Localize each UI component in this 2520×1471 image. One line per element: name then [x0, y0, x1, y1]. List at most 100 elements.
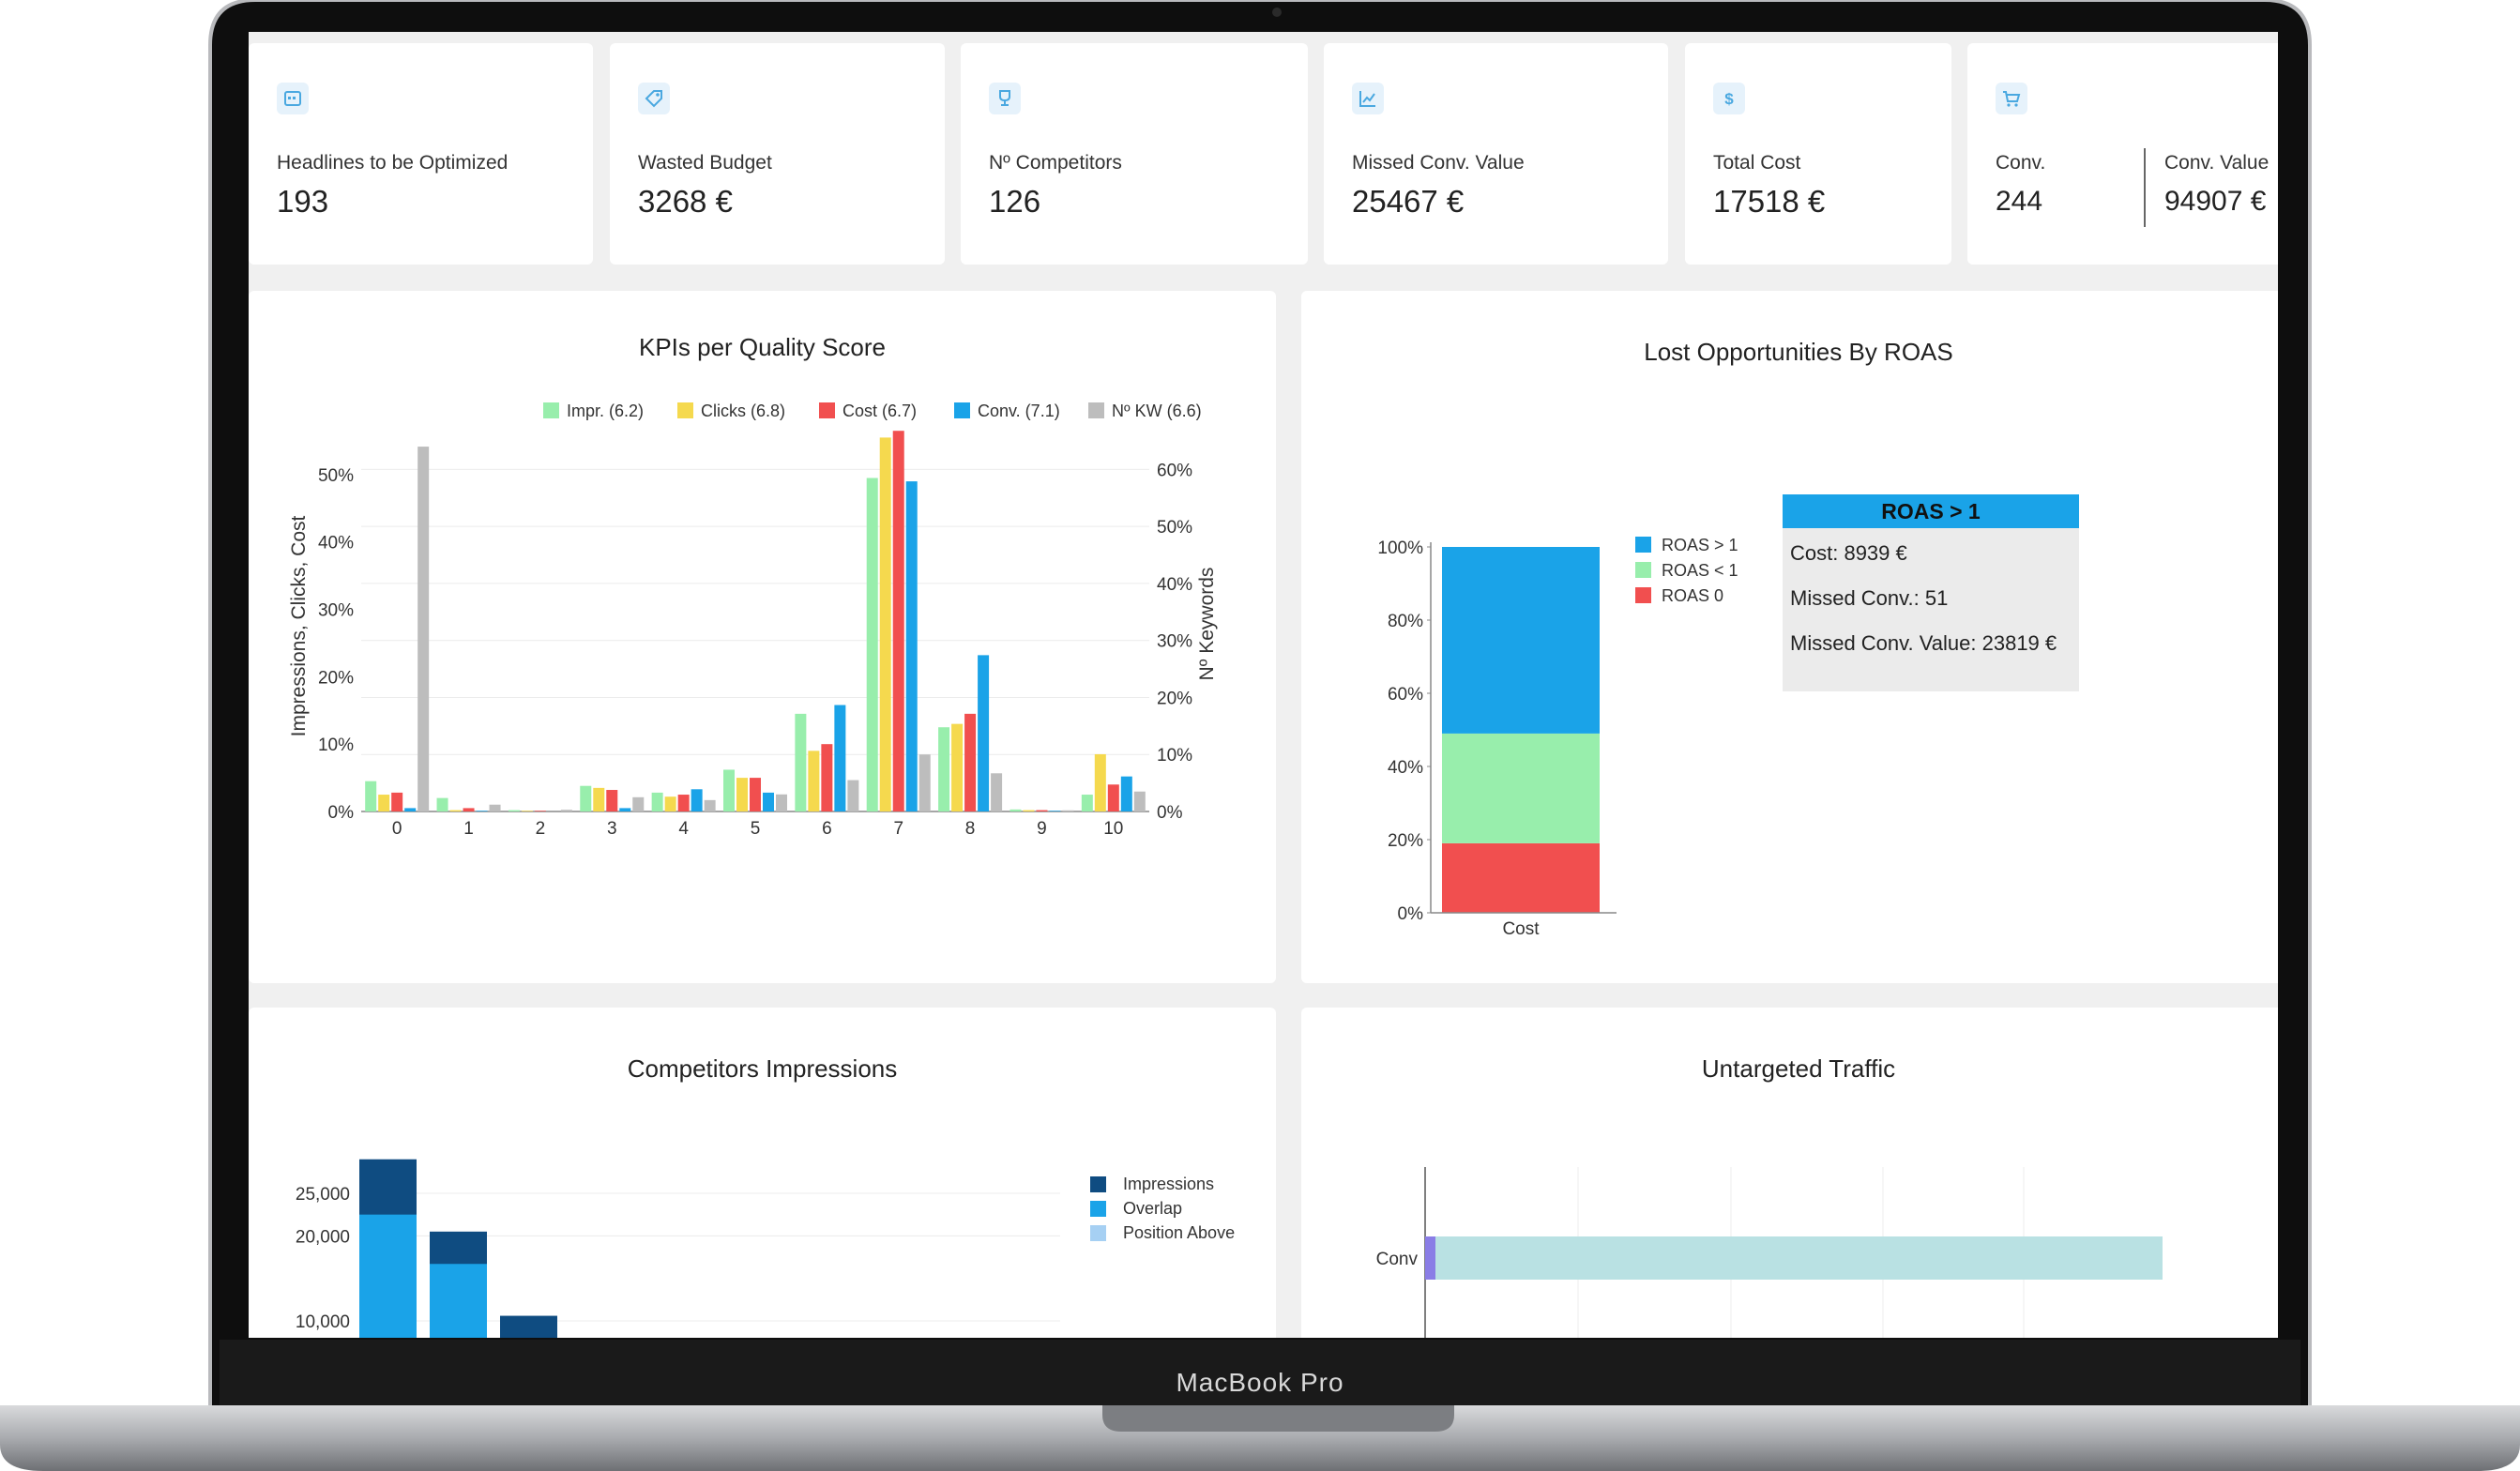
- bar-impr: [651, 792, 663, 811]
- bar-cost: [1107, 784, 1119, 811]
- bar-n: [918, 754, 931, 811]
- bar-cost: [606, 790, 618, 811]
- kpi-label: Total Cost: [1713, 152, 1801, 174]
- bar-cost: [750, 778, 761, 811]
- legend-swatch: [1088, 402, 1104, 418]
- kpi-divider: [2144, 148, 2146, 227]
- legend-label: Position Above: [1123, 1223, 1235, 1242]
- left-axis-tick-label: 30%: [318, 601, 354, 621]
- x-tick-label: 8: [965, 819, 976, 839]
- legend-swatch: [1635, 587, 1651, 603]
- untargeted-traffic-chart: Conv: [1376, 1167, 2163, 1338]
- bar-conv: [691, 789, 703, 811]
- legend-swatch: [954, 402, 970, 418]
- tooltip-line: Missed Conv. Value: 23819 €: [1790, 631, 2057, 655]
- legend-label: Clicks (6.8): [701, 402, 785, 420]
- y-tick-label: 25,000: [296, 1185, 350, 1205]
- left-axis-tick-label: 40%: [318, 534, 354, 554]
- chart-title: KPIs per Quality Score: [639, 333, 886, 361]
- right-axis-tick-label: 40%: [1157, 575, 1192, 595]
- bar-impr: [1010, 809, 1022, 811]
- x-tick-label: 5: [751, 819, 761, 839]
- bar-n: [417, 447, 430, 811]
- bar-impr: [723, 769, 735, 811]
- tag-icon: [638, 83, 670, 114]
- panel-untargeted-traffic: Untargeted Traffic Conv: [1301, 1008, 2278, 1338]
- bar-conv: [1120, 776, 1132, 811]
- kpi-label: Wasted Budget: [638, 152, 772, 174]
- y-tick-label: Conv: [1376, 1250, 1419, 1269]
- kpi-card-wasted-budget: Wasted Budget 3268 €: [610, 43, 945, 265]
- bar-clicks: [951, 723, 964, 811]
- line-chart-icon: [1352, 83, 1384, 114]
- bar-targeted: [1425, 1236, 1435, 1280]
- bar-conv: [619, 808, 631, 811]
- kpi-value: 244: [1996, 186, 2043, 217]
- bar-impr: [436, 797, 448, 811]
- x-tick-label: 9: [1037, 819, 1047, 839]
- panel-competitors-impressions: Competitors Impressions 10,000 20,000 25,0…: [249, 1008, 1276, 1338]
- bar-conv: [905, 481, 918, 811]
- y-tick-label: 20%: [1388, 831, 1423, 851]
- stacked-bar-roas0: [1442, 842, 1600, 913]
- bar-cost: [892, 431, 904, 811]
- panel-kpis-per-quality-score: KPIs per Quality Score 0% 10% 20% 30% 40% 50%…: [249, 291, 1276, 983]
- bar-cost: [677, 795, 690, 811]
- kpi-label: Nº Competitors: [989, 152, 1122, 174]
- cart-icon: [1996, 83, 2027, 114]
- bar-untargeted: [1435, 1236, 2163, 1280]
- y-tick-label: 0%: [1398, 904, 1424, 924]
- legend-label: Cost (6.7): [843, 402, 917, 420]
- left-axis-tick-label: 0%: [328, 803, 355, 823]
- kpi-label: Conv.: [1996, 152, 2046, 174]
- bar-clicks: [593, 787, 605, 811]
- roas-tooltip: Cost: 8939 € Missed Conv.: 51 Missed Con…: [1783, 528, 2079, 691]
- kpi-card-total-cost: $ Total Cost 17518 €: [1685, 43, 1951, 265]
- right-axis-tick-label: 10%: [1157, 746, 1192, 766]
- bar-n: [704, 799, 716, 811]
- bar-n: [847, 780, 859, 811]
- legend-swatch: [1090, 1201, 1106, 1217]
- bar-conv: [763, 792, 774, 811]
- legend-label: Impr. (6.2): [567, 402, 644, 420]
- kpi-value: 193: [277, 184, 329, 219]
- right-axis-tick-label: 0%: [1157, 803, 1183, 823]
- bar-cost: [964, 713, 977, 811]
- y-tick-label: 10,000: [296, 1312, 350, 1332]
- bar-cost: [391, 792, 403, 811]
- y-axis-label-left: Impressions, Clicks, Cost: [288, 515, 310, 736]
- bar-overlap: [430, 1264, 487, 1338]
- legend-swatch: [543, 402, 559, 418]
- x-tick-label: 10: [1103, 819, 1123, 839]
- roas-tooltip-title: ROAS > 1: [1783, 494, 2079, 528]
- calendar-icon: [277, 83, 309, 114]
- stacked-bar-roas1: [1442, 547, 1600, 734]
- kpis-per-quality-score-chart: 0% 10% 20% 30% 40% 50% 60% 0% 10% 20% 30% 40% 50% Imp…: [288, 402, 1218, 839]
- left-axis-tick-label: 20%: [318, 668, 354, 688]
- bar-n: [560, 810, 572, 811]
- tooltip-line: Missed Conv.: 51: [1790, 586, 1949, 610]
- bar-n: [1133, 791, 1146, 811]
- kpi-card-missed-conv-value: Missed Conv. Value 25467 €: [1324, 43, 1668, 265]
- bar-clicks: [378, 795, 390, 811]
- legend-label: Conv. (7.1): [978, 402, 1060, 420]
- chart-title: Lost Opportunities By ROAS: [1644, 338, 1953, 366]
- bar-conv: [834, 705, 846, 811]
- bar-impr: [580, 785, 592, 811]
- bar-cost: [463, 808, 475, 811]
- legend-swatch: [1090, 1225, 1106, 1241]
- bar-n: [776, 794, 787, 811]
- legend-label: Nº KW (6.6): [1112, 402, 1202, 420]
- x-tick-label: 2: [536, 819, 546, 839]
- right-axis-tick-label: 50%: [1157, 518, 1192, 538]
- legend-swatch: [819, 402, 835, 418]
- legend-label: ROAS > 1: [1662, 536, 1738, 554]
- bar-clicks: [664, 796, 676, 811]
- legend-swatch: [1635, 537, 1651, 553]
- legend-swatch: [1090, 1176, 1106, 1192]
- bar-conv: [978, 655, 990, 811]
- competitors-impressions-chart: 10,000 20,000 25,000 Impressions Overlap Posi…: [296, 1159, 1235, 1338]
- chart-title: Competitors Impressions: [627, 1054, 898, 1083]
- y-tick-label: 80%: [1388, 612, 1423, 631]
- bar-clicks: [808, 751, 820, 811]
